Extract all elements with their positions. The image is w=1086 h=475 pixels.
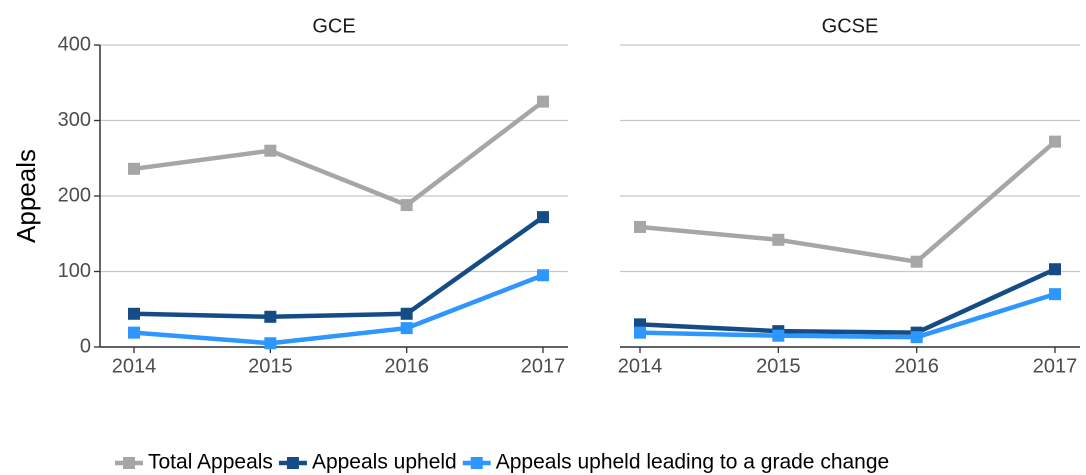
marker [1049, 288, 1061, 301]
series-line [639, 139, 1057, 264]
legend-label: Appeals upheld [312, 451, 457, 474]
legend-marker [286, 457, 299, 469]
marker [128, 162, 140, 175]
marker [910, 331, 923, 344]
series-line [133, 215, 545, 320]
marker [634, 220, 646, 233]
marker [400, 322, 413, 335]
legend-label: Appeals upheld leading to a grade change [496, 451, 889, 474]
legend-label: Total Appeals [148, 451, 273, 474]
marker [128, 326, 140, 339]
x-tick-label: 2014 [618, 355, 663, 377]
x-tick-label: 2016 [894, 355, 939, 377]
legend-item: Total Appeals [115, 451, 273, 474]
marker [400, 307, 413, 320]
x-tick-label: 2017 [1033, 355, 1078, 377]
marker [772, 329, 785, 342]
marker [400, 199, 413, 212]
panel-title: GCSE [822, 15, 879, 37]
marker [772, 233, 785, 246]
series-line [133, 99, 545, 208]
marker [264, 337, 277, 350]
marker [537, 211, 549, 224]
y-tick-label: 100 [58, 260, 91, 282]
legend-marker [123, 457, 135, 469]
x-tick-label: 2015 [756, 355, 801, 377]
legend-item: Appeals upheld [278, 451, 457, 474]
marker [1049, 135, 1061, 148]
marker [1049, 263, 1061, 276]
series-line [639, 292, 1056, 340]
y-axis-label: Appeals [11, 149, 41, 243]
legend-item: Appeals upheld leading to a grade change [462, 451, 889, 474]
x-tick-label: 2017 [521, 355, 566, 377]
y-tick-label: 0 [80, 335, 91, 357]
x-tick-label: 2014 [112, 355, 157, 377]
marker [910, 255, 923, 268]
marker [634, 326, 646, 339]
marker [264, 144, 277, 157]
legend-marker [470, 457, 483, 469]
series-line [639, 267, 1056, 335]
y-tick-label: 300 [58, 109, 91, 131]
panel-title: GCE [312, 15, 355, 37]
marker [537, 95, 549, 108]
series-line [133, 273, 544, 346]
marker [264, 310, 277, 323]
y-tick-label: 200 [58, 184, 91, 206]
x-tick-label: 2016 [384, 355, 429, 377]
marker [537, 269, 549, 282]
marker [128, 307, 140, 320]
x-tick-label: 2015 [248, 355, 293, 377]
y-tick-label: 400 [58, 33, 91, 55]
